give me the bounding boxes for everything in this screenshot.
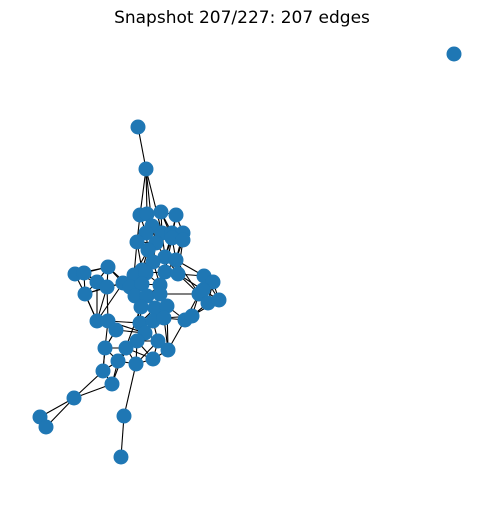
graph-node (150, 333, 166, 349)
graph-node (133, 299, 149, 315)
graph-node (156, 310, 172, 326)
graph-node (145, 351, 161, 367)
graph-node (128, 356, 144, 372)
graph-node (140, 242, 156, 258)
graph-edge (123, 363, 137, 417)
nodes-layer (32, 46, 462, 465)
graph-node (184, 308, 200, 324)
graph-node (147, 300, 163, 316)
graph-node (446, 46, 462, 62)
graph-node (168, 207, 184, 223)
graph-edge (145, 168, 148, 215)
graph-node (195, 282, 211, 298)
graph-node (139, 206, 155, 222)
graph-node (89, 313, 105, 329)
graph-node (38, 419, 54, 435)
graph-node (175, 232, 191, 248)
graph-edge (139, 168, 147, 216)
graph-node (108, 322, 124, 338)
graph-node (134, 276, 150, 292)
graph-node (116, 408, 132, 424)
graph-node (130, 119, 146, 135)
graph-edge (145, 168, 163, 234)
graph-node (170, 266, 186, 282)
graph-node (110, 353, 126, 369)
graph-node (104, 376, 120, 392)
graph-node (76, 265, 92, 281)
graph-node (138, 161, 154, 177)
graph-node (160, 342, 176, 358)
graph-node (118, 340, 134, 356)
graph-node (95, 363, 111, 379)
graph-node (211, 292, 227, 308)
graph-node (159, 298, 175, 314)
graph-node (99, 279, 115, 295)
graph-node (77, 286, 93, 302)
graph-node (129, 234, 145, 250)
graph-title: Snapshot 207/227: 207 edges (114, 8, 370, 28)
graph-node (153, 204, 169, 220)
graph-node (152, 286, 168, 302)
graph-node (157, 264, 173, 280)
graph-node (127, 288, 143, 304)
graph-node (113, 449, 129, 465)
graph-node (129, 333, 145, 349)
graph-node (205, 274, 221, 290)
graph-node (145, 254, 161, 270)
graph-node (66, 390, 82, 406)
graph-edge (96, 282, 124, 322)
graph-node (100, 259, 116, 275)
graph-node (97, 340, 113, 356)
graph-node (139, 288, 155, 304)
graph-node (168, 252, 184, 268)
